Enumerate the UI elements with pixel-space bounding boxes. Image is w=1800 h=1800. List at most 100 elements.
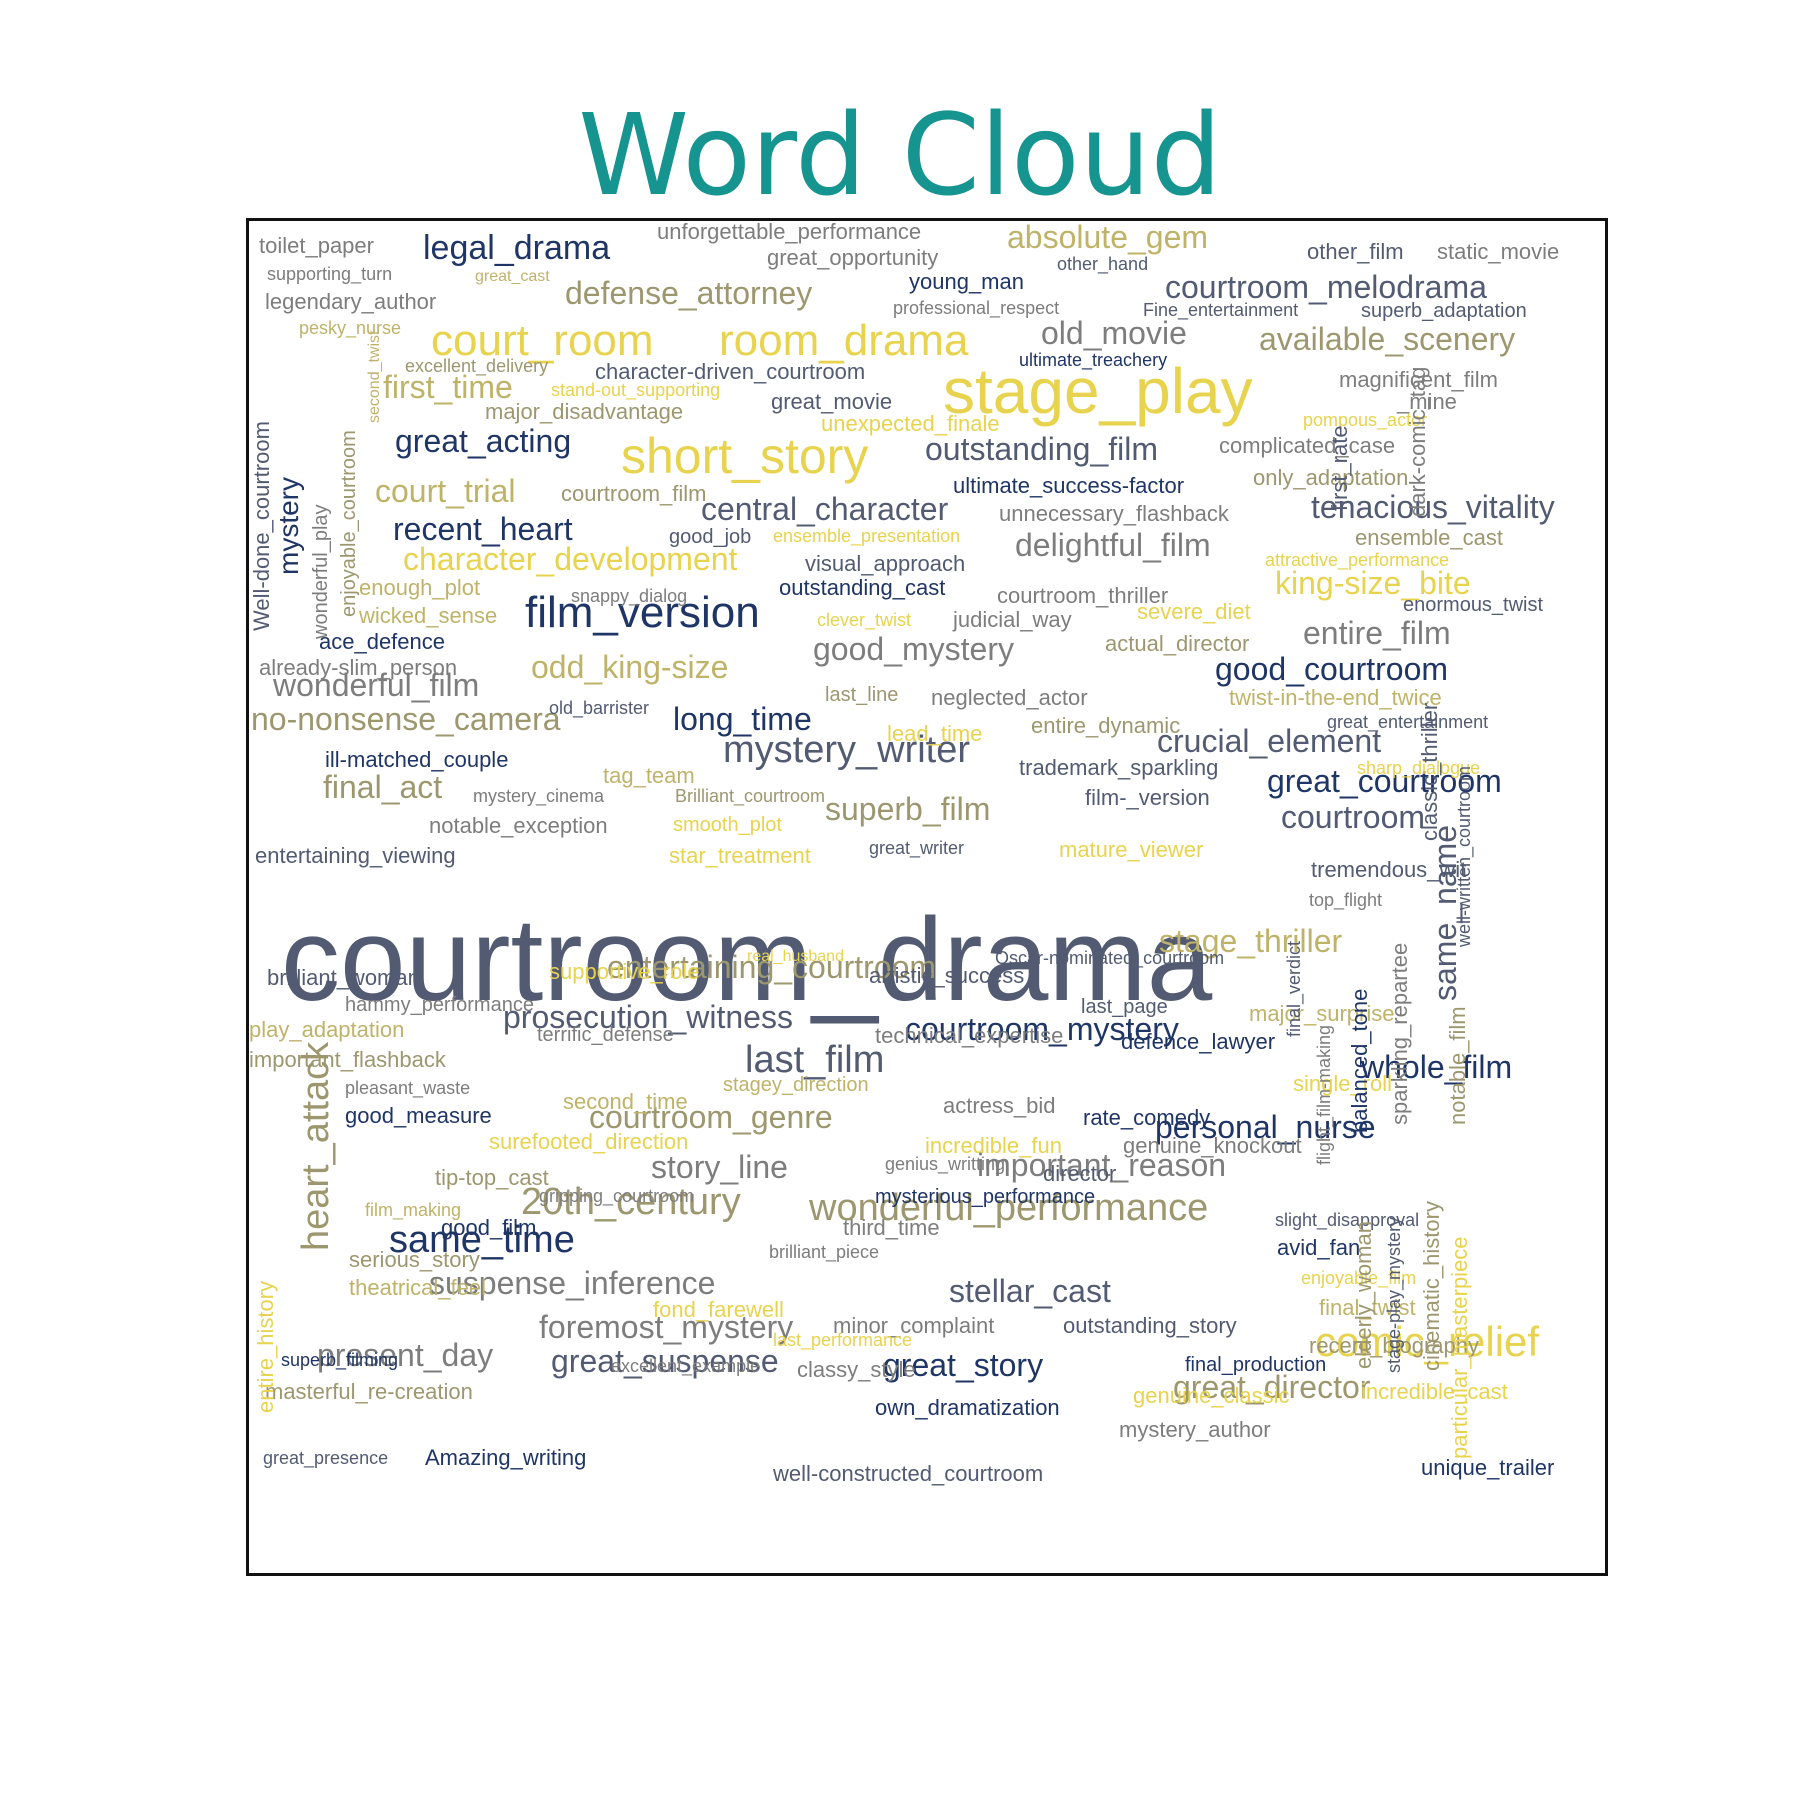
word-attractive-performance: attractive_performance — [1265, 550, 1450, 570]
word-great-courtroom: great_courtroom — [1267, 763, 1502, 799]
word-theatrical-feel: theatrical_feel — [349, 1275, 486, 1300]
word-unique-trailer: unique_trailer — [1421, 1455, 1555, 1480]
word-whole-film: whole_film — [1361, 1049, 1513, 1085]
word-flight-film-making: flight_film-making — [1314, 1024, 1334, 1165]
word-good-courtroom: good_courtroom — [1215, 651, 1449, 687]
word-courtroom-genre: courtroom_genre — [589, 1099, 833, 1135]
word-entertaining-viewing: entertaining_viewing — [255, 843, 456, 868]
word-sparkling-repartee: sparkling_repartee — [1387, 942, 1412, 1125]
word-avid-fan: avid_fan — [1277, 1235, 1361, 1260]
word-clever-twist: clever_twist — [817, 610, 912, 630]
word-important-reason: important_reason — [977, 1147, 1227, 1183]
word-final-production: final_production — [1185, 1354, 1327, 1376]
word-stage-play-mystery: stage-play_mystery — [1384, 1216, 1404, 1373]
word-stand-out-supporting: stand-out_supporting — [551, 380, 721, 400]
word-notable-exception: notable_exception — [429, 813, 608, 838]
word-court-trial: court_trial — [375, 473, 516, 509]
word-magnificent-film: magnificent_film — [1339, 367, 1498, 392]
word-ultimate-treachery: ultimate_treachery — [1019, 350, 1168, 370]
chart-title: Word Cloud — [578, 91, 1222, 221]
word-odd-king-size: odd_king-size — [531, 649, 729, 685]
word-same-time: same_time — [389, 1219, 575, 1261]
word-enough-plot: enough_plot — [359, 575, 481, 600]
word-film-making: film_making — [365, 1200, 462, 1220]
word-toilet-paper: toilet_paper — [259, 233, 374, 258]
word-brilliant-courtroom: Brilliant_courtroom — [675, 786, 826, 806]
word-great-suspense: great_suspense — [551, 1343, 779, 1379]
word-smooth-plot: smooth_plot — [673, 814, 782, 836]
word-artistic-success: artistic_success — [869, 963, 1025, 988]
word-tip-top-cast: tip-top_cast — [435, 1165, 549, 1190]
word-film-version: film_version — [525, 588, 760, 637]
word-last-performance: last_performance — [773, 1330, 913, 1350]
word-entire-dynamic: entire_dynamic — [1031, 713, 1181, 738]
word-courtroom-thriller: courtroom_thriller — [997, 583, 1169, 608]
word-technical-expertise: technical_expertise — [875, 1023, 1064, 1048]
word-incredible-fun: incredible_fun — [925, 1133, 1062, 1158]
word-great-cast: great_cast — [475, 268, 550, 285]
word-entire-film: entire_film — [1303, 615, 1451, 651]
word-room-drama: room_drama — [719, 316, 969, 365]
word-delightful-film: delightful_film — [1015, 527, 1211, 563]
word-great-director: great_director — [1173, 1369, 1371, 1405]
word-stellar-cast: stellar_cast — [949, 1273, 1111, 1309]
word-excellent-example: excellent_example — [611, 1356, 761, 1376]
word-actress-bid: actress_bid — [943, 1093, 1056, 1118]
word-defence-lawyer: defence_lawyer — [1121, 1029, 1276, 1054]
word-masterful-re-creation: masterful_re-creation — [265, 1379, 473, 1404]
word-unexpected-finale: unexpected_finale — [821, 411, 1000, 436]
word-available-scenery: available_scenery — [1259, 321, 1516, 357]
word-unforgettable-performance: unforgettable_performance — [657, 219, 922, 244]
word-mystery-author: mystery_author — [1119, 1417, 1271, 1442]
word-third-time: third_time — [843, 1215, 940, 1240]
word-great-movie: great_movie — [771, 389, 893, 414]
word-stage-play: stage_play — [943, 355, 1253, 427]
word-pleasant-waste: pleasant_waste — [345, 1078, 471, 1098]
word-classy-style: classy_style — [797, 1357, 916, 1382]
word-fond-farewell: fond_farewell — [653, 1297, 784, 1322]
word-great-presence: great_presence — [263, 1448, 389, 1468]
word-hammy-performance: hammy_performance — [345, 994, 534, 1016]
word-tremendous-wit: tremendous_wit — [1311, 857, 1467, 882]
word-mystery-writer: mystery_writer — [723, 729, 971, 771]
word-serious-story: serious_story — [349, 1247, 480, 1272]
word-other-film: other_film — [1307, 239, 1404, 264]
word-great-writer: great_writer — [869, 838, 965, 858]
word-elderly-woman: elderly_woman — [1351, 1221, 1376, 1369]
word-second-twist: second_twist — [366, 330, 383, 424]
word-central-character: central_character — [701, 491, 949, 527]
word-enjoyable-courtroom: enjoyable_courtroom — [338, 430, 360, 617]
word-last-film: last_film — [745, 1039, 885, 1081]
word-twist-in-the-end-twice: twist-in-the-end_twice — [1229, 685, 1442, 710]
word-top-flight: top_flight — [1309, 890, 1383, 910]
word-entire-history: entire_history — [253, 1280, 278, 1413]
word-trademark-sparkling: trademark_sparkling — [1019, 755, 1219, 780]
word-mystery-cinema: mystery_cinema — [473, 786, 605, 806]
word-tenacious-vitality: tenacious_vitality — [1311, 489, 1555, 525]
word-slight-disapproval: slight_disapproval — [1275, 1210, 1420, 1230]
word-classic-thriller: classic_thriller — [1417, 702, 1442, 841]
word-complicated-case: complicated_case — [1219, 433, 1396, 458]
word-only-adaptation: only_adaptation — [1253, 465, 1409, 490]
word-defense-attorney: defense_attorney — [565, 275, 813, 311]
word-personal-nurse: personal_nurse — [1155, 1109, 1376, 1145]
word-wonderful-play: wonderful_play — [310, 504, 332, 639]
word-good-job: good_job — [669, 526, 752, 548]
word-film-version: film-_version — [1085, 785, 1210, 810]
word-excellent-delivery: excellent_delivery — [405, 356, 549, 376]
word-single-roll: single_roll — [1293, 1071, 1393, 1096]
word-major-surprise: major_surprise — [1249, 1001, 1395, 1026]
word-wonderful-film: wonderful_film — [273, 667, 480, 703]
word-final-verdict: final_verdict — [1284, 940, 1304, 1037]
word-entertaining-courtroom: entertaining_courtroom — [607, 949, 937, 985]
word-superb-filming: superb_filming — [281, 1350, 399, 1370]
word-king-size-bite: king-size_bite — [1275, 565, 1471, 601]
word-good-mystery: good_mystery — [813, 631, 1014, 667]
word-sharp-dialogue: sharp_dialogue — [1357, 758, 1481, 778]
word-young-man: young_man — [909, 269, 1024, 294]
word-particular-masterpiece: particular_masterpiece — [1447, 1236, 1472, 1459]
word-outstanding-story: outstanding_story — [1063, 1313, 1237, 1338]
word-courtroom-film: courtroom_film — [561, 481, 707, 506]
word-legal-drama: legal_drama — [423, 229, 611, 267]
word-present-day: present_day — [317, 1337, 494, 1373]
